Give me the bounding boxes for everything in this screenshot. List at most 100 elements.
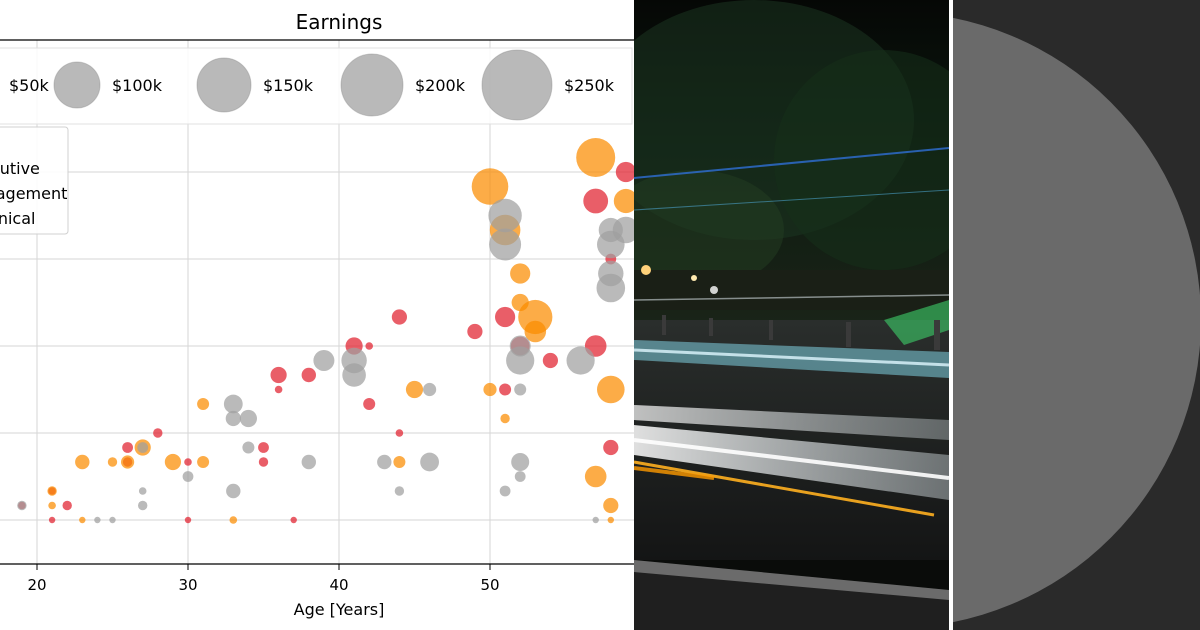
data-point-technical (511, 453, 530, 471)
data-point-technical (226, 483, 241, 499)
data-point-technical (612, 216, 634, 244)
data-point-management (607, 516, 614, 524)
data-point-technical (138, 500, 148, 511)
x-axis-label: Age [Years] (294, 600, 385, 619)
data-point-technical (499, 485, 511, 497)
x-tick-label: 20 (27, 576, 46, 594)
x-tick-label: 30 (178, 576, 197, 594)
gray-disc-panel (953, 0, 1200, 630)
data-point-executive (270, 366, 287, 384)
data-point-technical (514, 471, 526, 482)
data-point-management (483, 382, 497, 397)
data-point-management (603, 497, 619, 514)
data-point-technical (225, 410, 241, 427)
data-point-executive (542, 352, 559, 369)
data-point-executive (62, 500, 72, 511)
data-point-technical (394, 486, 405, 496)
size-legend-bubble (53, 61, 101, 109)
data-point-executive (495, 306, 516, 328)
data-point-executive (499, 383, 512, 396)
bubble-chart-panel: Earnings 20 30 40 50 Age [Years] $50k $100k $… (0, 10, 634, 619)
data-point-executive (365, 342, 374, 350)
data-point-management (597, 375, 625, 404)
data-point-management (500, 413, 510, 424)
data-point-technical (488, 198, 522, 233)
x-tick-label: 40 (329, 576, 348, 594)
data-point-management (107, 457, 118, 467)
data-point-executive (301, 367, 316, 383)
data-point-technical (566, 346, 595, 375)
data-point-executive (153, 428, 163, 438)
data-point-executive (290, 516, 297, 524)
data-point-management (405, 380, 424, 399)
category-legend-label: Technical (0, 209, 35, 228)
data-point-executive (184, 458, 192, 466)
data-point-management (584, 465, 607, 488)
category-legend-label: Executive (0, 159, 40, 178)
size-legend-label: $50k (9, 76, 50, 95)
data-point-executive (184, 516, 192, 524)
data-point-technical (598, 260, 624, 287)
points-layer (17, 138, 634, 524)
category-legend-label: Management (0, 184, 67, 203)
data-point-technical (342, 363, 366, 387)
data-point-management (121, 455, 135, 469)
data-point-technical (137, 442, 149, 453)
data-point-technical (138, 487, 147, 495)
data-point-technical (109, 516, 116, 524)
night-street-illustration (634, 0, 949, 630)
data-point-technical (313, 350, 335, 371)
size-legend-bubble (196, 57, 252, 113)
data-point-management (393, 456, 406, 468)
size-legend-label: $200k (415, 76, 466, 95)
data-point-executive (274, 385, 283, 394)
gray-disc (953, 17, 1200, 623)
data-point-management (576, 138, 616, 177)
data-point-technical (223, 394, 243, 414)
data-point-technical (17, 500, 27, 511)
data-point-management (613, 188, 634, 214)
size-legend: $50k $100k $150k $200k $250k (0, 47, 633, 125)
data-point-management (229, 516, 238, 524)
data-point-executive (467, 323, 483, 340)
data-point-technical (420, 452, 439, 472)
data-point-technical (182, 471, 194, 482)
category-legend: Executive Management Technical (0, 126, 69, 235)
data-point-management (471, 168, 509, 205)
category-legend-box (0, 126, 69, 235)
data-point-executive (603, 439, 619, 456)
data-point-executive (258, 457, 269, 467)
panel-divider (949, 0, 953, 630)
data-point-technical (94, 516, 101, 524)
data-point-technical (239, 409, 257, 428)
x-tick-label: 50 (480, 576, 499, 594)
data-point-management (47, 486, 57, 496)
data-point-executive (391, 309, 407, 325)
data-point-executive (363, 398, 376, 410)
size-legend-label: $100k (112, 76, 163, 95)
data-point-technical (592, 516, 599, 524)
data-point-technical (506, 346, 535, 375)
data-point-executive (258, 442, 269, 453)
data-point-management (518, 299, 553, 335)
data-point-executive (122, 442, 133, 453)
data-point-technical (377, 454, 392, 470)
bubble-chart: Earnings 20 30 40 50 Age [Years] $50k $100k $… (0, 10, 634, 619)
night-street-photo (634, 0, 949, 630)
chart-title: Earnings (296, 10, 383, 34)
data-point-management (197, 456, 210, 468)
data-point-executive (48, 516, 56, 524)
size-legend-label: $250k (564, 76, 615, 95)
data-point-executive (583, 188, 609, 214)
data-point-technical (489, 228, 522, 261)
data-point-management (510, 263, 531, 284)
size-legend-bubble (340, 53, 404, 117)
data-point-management (197, 398, 210, 410)
data-point-technical (423, 382, 437, 397)
data-point-management (48, 501, 56, 510)
x-ticks: 20 30 40 50 (27, 564, 500, 594)
data-point-management (75, 454, 90, 470)
data-point-technical (301, 454, 316, 470)
data-point-technical (242, 441, 255, 454)
size-legend-bubble (481, 49, 553, 121)
